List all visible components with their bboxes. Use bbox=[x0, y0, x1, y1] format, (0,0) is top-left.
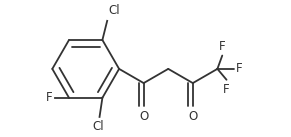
Text: O: O bbox=[139, 110, 148, 123]
Text: F: F bbox=[46, 91, 53, 104]
Text: Cl: Cl bbox=[93, 120, 104, 133]
Text: F: F bbox=[219, 40, 226, 53]
Text: Cl: Cl bbox=[108, 4, 120, 17]
Text: F: F bbox=[236, 62, 243, 75]
Text: O: O bbox=[188, 110, 198, 123]
Text: F: F bbox=[223, 83, 230, 96]
